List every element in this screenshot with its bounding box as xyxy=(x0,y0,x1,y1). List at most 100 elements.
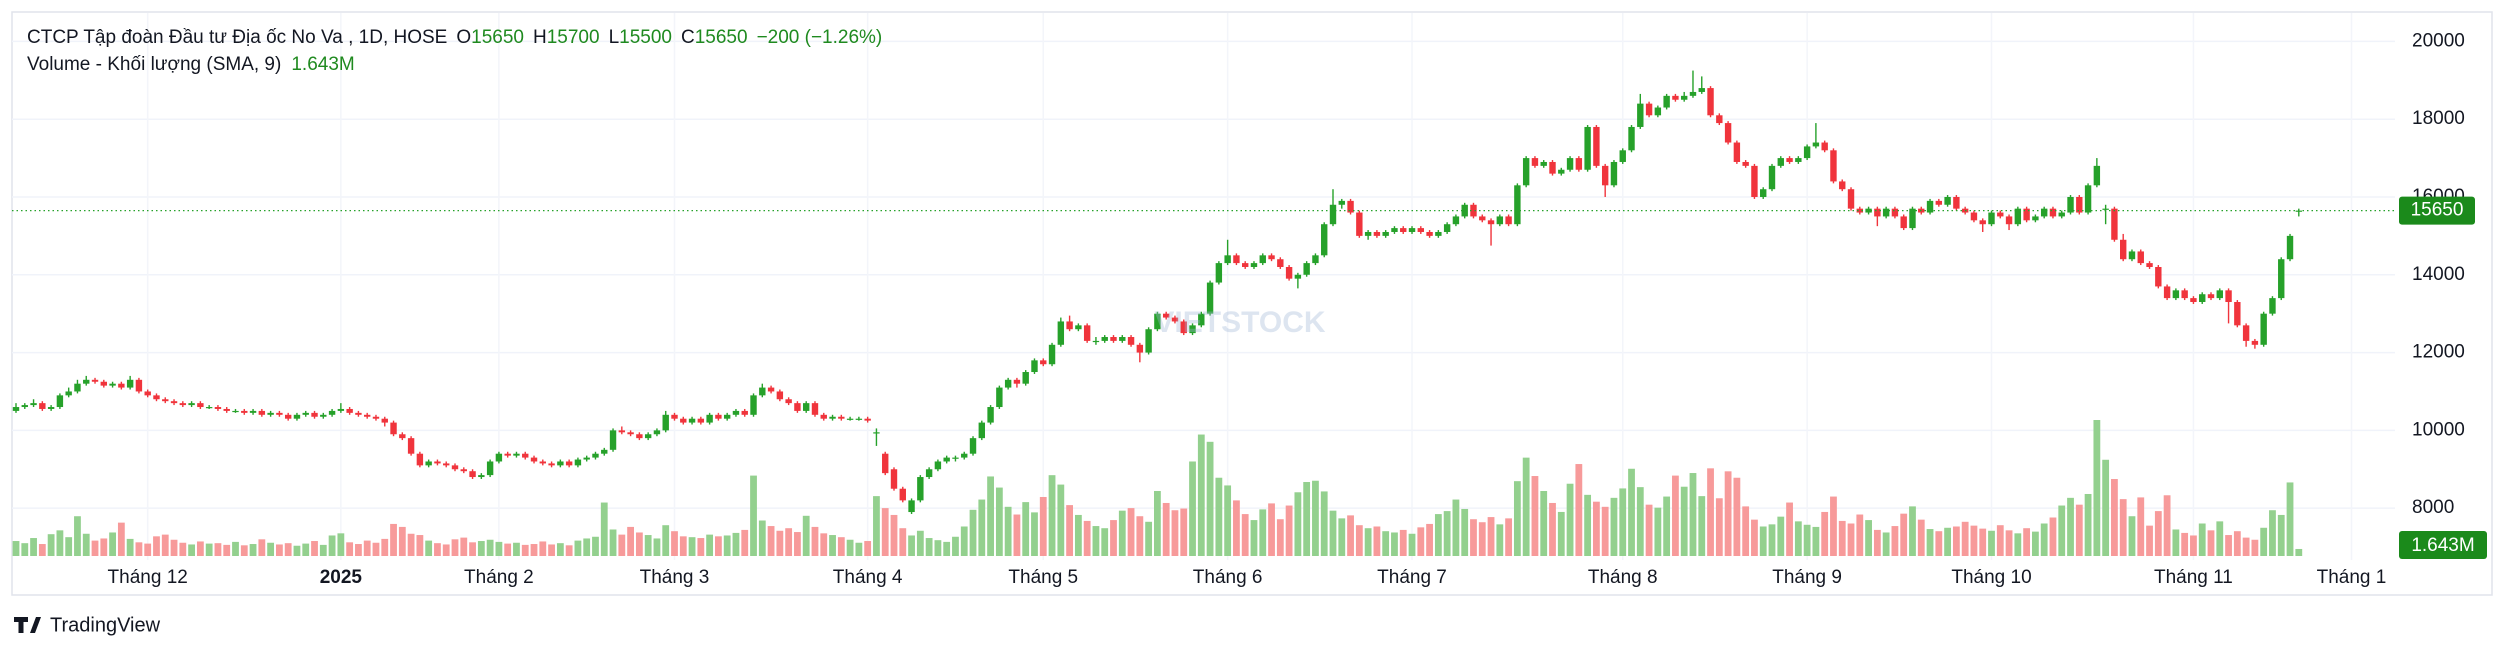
volume-bar xyxy=(679,536,687,556)
volume-bar xyxy=(407,533,415,556)
volume-bar xyxy=(1215,477,1223,556)
volume-bar xyxy=(337,533,345,556)
volume-bar xyxy=(232,541,239,556)
candle-body xyxy=(1882,208,1890,217)
candle-body xyxy=(1988,212,1995,225)
volume-bar xyxy=(1233,500,1240,556)
volume-bar xyxy=(1979,528,1987,556)
candle-body xyxy=(1479,216,1486,221)
volume-bar xyxy=(2233,531,2241,556)
volume-bar xyxy=(556,543,564,556)
candle-body xyxy=(1566,158,1574,170)
volume-bar xyxy=(1935,531,1943,556)
candle-body xyxy=(785,399,792,404)
candle-body xyxy=(1321,224,1328,256)
volume-bar xyxy=(1891,526,1899,556)
x-tick-label: Tháng 10 xyxy=(1951,567,2031,588)
volume-bar xyxy=(671,531,678,556)
volume-bar xyxy=(214,543,222,556)
volume-bar xyxy=(2102,459,2110,556)
candle-body xyxy=(890,469,898,489)
candle-body xyxy=(2049,208,2057,217)
volume-bar xyxy=(1312,480,1319,556)
volume-bar xyxy=(864,541,872,556)
candle-body xyxy=(328,410,336,415)
volume-bar xyxy=(618,534,626,556)
candle-body xyxy=(1786,158,1793,162)
volume-bar xyxy=(1698,496,1706,556)
volume-bar xyxy=(1329,510,1337,556)
candle-body xyxy=(1417,228,1424,232)
volume-bar xyxy=(188,544,195,556)
volume-bar xyxy=(565,545,573,556)
volume-bar xyxy=(2286,482,2294,556)
candle-body xyxy=(697,418,705,423)
volume-bar xyxy=(311,541,318,556)
candle-body xyxy=(478,475,485,478)
volume-pane xyxy=(12,420,2303,556)
volume-bar xyxy=(240,545,248,556)
symbol-title: CTCP Tập đoàn Đầu tư Địa ốc No Va , 1D, … xyxy=(27,27,447,48)
candle-body xyxy=(653,430,661,435)
candle-body xyxy=(1698,88,1705,92)
candle-body xyxy=(1206,282,1214,314)
volume-bar xyxy=(802,515,810,556)
volume-bar xyxy=(2128,516,2136,556)
volume-bar xyxy=(1039,496,1047,556)
volume-bar xyxy=(381,538,389,556)
candle-body xyxy=(1127,337,1135,345)
volume-bar xyxy=(390,523,397,556)
candle-body xyxy=(574,459,582,466)
volume-bar xyxy=(2084,493,2092,556)
candle-body xyxy=(144,391,151,396)
candle-body xyxy=(1777,158,1784,166)
volume-bar xyxy=(1074,514,1082,556)
volume-bar xyxy=(767,526,775,556)
volume-bar xyxy=(398,526,406,556)
ohlc-letter: O xyxy=(456,27,471,48)
volume-bar xyxy=(846,539,854,556)
volume-bar xyxy=(1241,514,1249,556)
volume-bar xyxy=(1259,509,1267,556)
x-tick-label: Tháng 9 xyxy=(1772,567,1842,588)
candle-body xyxy=(302,412,309,415)
candle-body xyxy=(2058,212,2065,217)
candle-body xyxy=(1935,200,1943,205)
volume-bar xyxy=(2014,533,2022,556)
volume-bar xyxy=(2058,505,2066,556)
last-price-tag xyxy=(2399,196,2475,225)
volume-bar xyxy=(1768,524,1776,556)
volume-bar xyxy=(2005,530,2013,556)
candle-body xyxy=(1663,95,1670,108)
volume-bar xyxy=(2119,499,2127,556)
x-tick-label: Tháng 4 xyxy=(833,567,903,588)
volume-bar xyxy=(284,543,292,556)
volume-bar xyxy=(1513,481,1521,556)
volume-bar xyxy=(196,541,204,556)
volume-bar xyxy=(881,508,889,556)
volume-bar xyxy=(1996,525,2004,556)
candle-body xyxy=(425,461,432,466)
candle-body xyxy=(30,403,37,406)
volume-bar xyxy=(688,537,696,556)
candle-body xyxy=(1066,321,1073,330)
volume-tag-label: 1.643M xyxy=(2411,535,2474,556)
candle-body xyxy=(1136,344,1144,353)
candle-body xyxy=(706,414,713,423)
candle-body xyxy=(2093,165,2101,186)
volume-bar xyxy=(1751,519,1758,556)
candle-body xyxy=(618,430,626,433)
candle-body xyxy=(680,418,687,423)
candle-body xyxy=(1224,255,1231,264)
candle-body xyxy=(2146,263,2153,267)
volume-bar xyxy=(2260,527,2268,556)
candle-body xyxy=(399,434,406,439)
volume-bar xyxy=(592,536,599,556)
volume-bar xyxy=(1628,468,1635,556)
volume-bar xyxy=(2181,532,2189,556)
volume-bar xyxy=(276,544,283,556)
volume-bar xyxy=(460,537,468,556)
candle-body xyxy=(311,412,318,417)
volume-bar xyxy=(1013,514,1021,556)
